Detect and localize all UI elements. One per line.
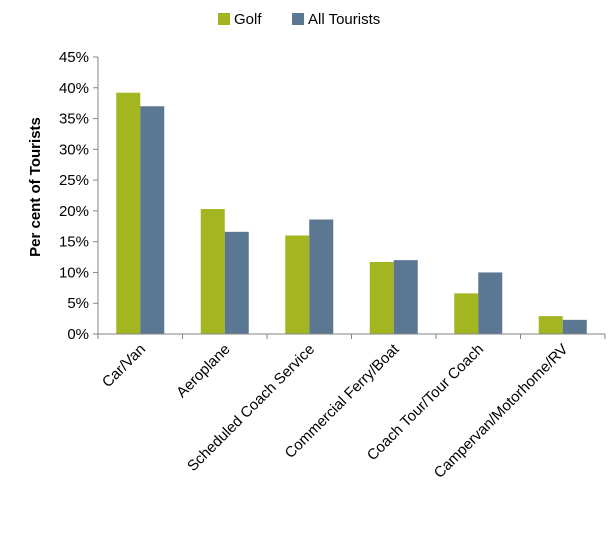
bar-golf [285,235,310,334]
y-tick-label: 10% [59,264,89,281]
y-tick-label: 45% [59,49,89,66]
bar-all-tourists [140,106,165,334]
y-axis-ticks: 0% 5% 10% 15% 20% 25% 30% 35% 40% 45% [59,49,98,343]
y-tick-label: 20% [59,203,89,220]
x-tick-label: Car/Van [99,341,149,391]
y-tick-label: 5% [67,295,89,312]
y-tick-label: 40% [59,80,89,97]
bar-golf [200,209,225,334]
bar-golf [369,261,394,334]
bar-all-tourists [309,219,334,334]
legend: Golf All Tourists [218,11,380,28]
y-tick-label: 25% [59,172,89,189]
legend-label: Golf [234,11,262,28]
bars [116,92,587,334]
y-tick-label: 35% [59,111,89,128]
bar-all-tourists [393,260,418,334]
bar-golf [454,293,479,334]
bar-golf [116,92,141,334]
x-tick-label: Campervan/Motorhome/RV [431,341,572,482]
axes [97,57,606,339]
y-axis-title: Per cent of Tourists [27,117,44,257]
y-tick-label: 30% [59,141,89,158]
legend-swatch [218,13,230,25]
y-tick-label: 0% [67,326,89,343]
bar-golf [538,316,563,334]
bar-all-tourists [478,272,503,334]
bar-all-tourists [224,231,249,334]
y-tick-label: 15% [59,234,89,251]
bar-all-tourists [562,319,587,334]
legend-swatch [292,13,304,25]
x-tick-label: Aeroplane [173,341,233,401]
legend-label: All Tourists [308,11,380,28]
